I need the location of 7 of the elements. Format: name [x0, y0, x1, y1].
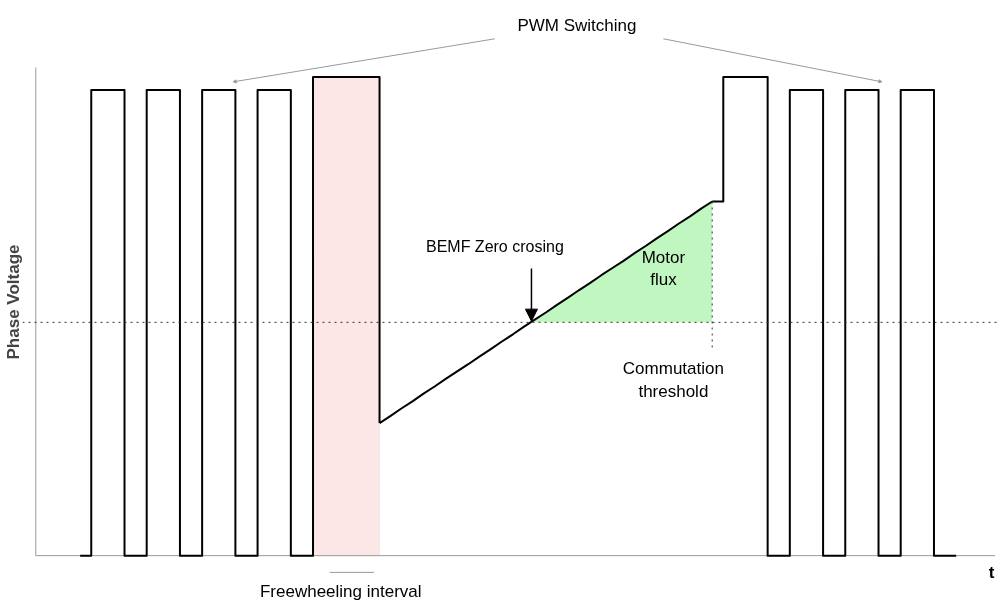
x-axis-title: t	[988, 562, 995, 582]
text: PWM Switching	[517, 15, 637, 35]
annotation: Motor flux	[641, 247, 686, 290]
y-axis-title: Phase Voltage	[3, 244, 23, 360]
annotation: BEMF Zero crosing	[425, 237, 564, 255]
text: Freewheeling interval	[259, 581, 422, 601]
annotation: Commutation threshold	[622, 359, 724, 402]
